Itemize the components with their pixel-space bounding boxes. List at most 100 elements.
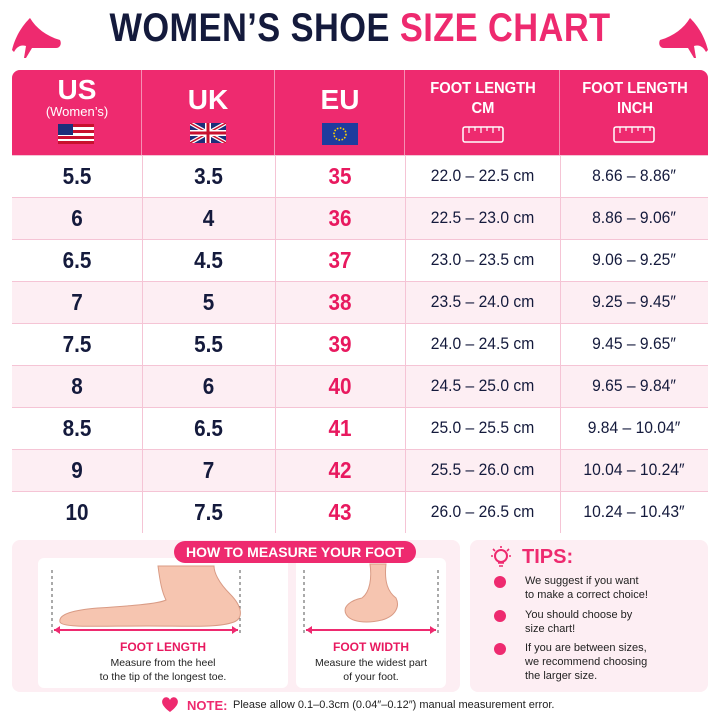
heel-icon [12, 18, 61, 58]
check-icon [494, 643, 506, 655]
table-cell: 25.0 – 25.5 cm [430, 418, 535, 437]
column-divider [405, 239, 406, 281]
table-row [12, 323, 708, 365]
table-row [12, 239, 708, 281]
tip-text: You should choose by [525, 609, 633, 621]
check-icon [494, 610, 506, 622]
column-divider [142, 239, 143, 281]
table-cell: 6.5 [194, 415, 223, 441]
column-divider [142, 155, 143, 197]
column-label: FOOT LENGTH [582, 80, 688, 97]
width-label: FOOT WIDTH [333, 640, 409, 654]
length-desc: Measure from the heel [110, 657, 216, 669]
column-divider [405, 365, 406, 407]
title: WOMEN’S SHOE SIZE CHART [50, 6, 669, 51]
table-cell: 5.5 [194, 331, 223, 357]
column-divider [142, 323, 143, 365]
column-divider [560, 281, 561, 323]
column-divider [405, 491, 406, 533]
column-label: US [57, 74, 97, 105]
table-row [12, 281, 708, 323]
title-main: WOMEN’S SHOE [109, 6, 390, 50]
table-cell: 7 [202, 457, 215, 483]
column-divider [142, 449, 143, 491]
eu-flag [322, 123, 358, 145]
table-cell: 22.0 – 22.5 cm [430, 166, 535, 185]
column-divider [560, 449, 561, 491]
table-cell: 24.5 – 25.0 cm [430, 376, 535, 395]
column-divider [275, 323, 276, 365]
table-cell: 9.45 – 9.65″ [592, 334, 676, 353]
tip-text: to make a correct choice! [525, 589, 648, 601]
table-cell: 24.0 – 24.5 cm [430, 334, 535, 353]
heart-icon [162, 697, 178, 712]
foot-side-drawing [51, 565, 241, 634]
measure-title: HOW TO MEASURE YOUR FOOT [174, 541, 417, 563]
table-cell: 6.5 [62, 247, 92, 273]
table-cell: 8 [71, 373, 83, 399]
note-text: Please allow 0.1–0.3cm (0.04″–0.12″) man… [233, 699, 555, 711]
table-cell: 10.24 – 10.43″ [583, 502, 685, 521]
column-divider [275, 155, 276, 197]
table-cell: 6 [202, 373, 215, 399]
column-divider [560, 323, 561, 365]
note-label: NOTE: [187, 698, 228, 713]
table-cell: 23.0 – 23.5 cm [430, 250, 535, 269]
column-divider [142, 197, 143, 239]
table-cell: 26.0 – 26.5 cm [430, 502, 535, 521]
foot-top-drawing [303, 563, 439, 634]
table-cell: 5.5 [62, 163, 92, 189]
table-cell: 8.5 [62, 415, 92, 441]
table-cell: 7.5 [62, 331, 92, 357]
tip-text: If you are between sizes, [525, 642, 647, 654]
table-cell: 4 [202, 205, 215, 231]
tip-text: we recommend choosing [525, 656, 648, 668]
table-cell: 5 [202, 289, 215, 315]
table-cell: 9.84 – 10.04″ [587, 418, 681, 437]
column-sublabel: INCH [617, 100, 653, 117]
table-cell: 7 [71, 289, 83, 315]
column-divider [560, 155, 561, 197]
uk-flag [190, 123, 226, 143]
table-row [12, 449, 708, 491]
column-divider [142, 365, 143, 407]
width-desc: Measure the widest part [314, 657, 428, 669]
column-divider [405, 323, 406, 365]
column-divider [142, 407, 143, 449]
eu-size: 41 [328, 415, 352, 441]
table-cell: 8.86 – 9.06″ [592, 208, 676, 227]
table-cell: 10.04 – 10.24″ [583, 460, 685, 479]
column-sublabel: (Women’s) [45, 104, 109, 119]
ruler-icon [462, 126, 504, 143]
column-divider [405, 449, 406, 491]
header-cell [560, 70, 708, 155]
tips-title: TIPS: [522, 546, 574, 568]
table-cell: 23.5 – 24.0 cm [430, 292, 535, 311]
table-row [12, 491, 708, 533]
tip-text: size chart! [525, 623, 576, 635]
column-divider [560, 365, 561, 407]
column-divider [560, 239, 561, 281]
table-cell: 10 [65, 499, 89, 525]
column-divider [405, 407, 406, 449]
tip-text: the larger size. [525, 670, 598, 682]
table-row [12, 365, 708, 407]
column-label: EU [320, 84, 360, 115]
us-flag [58, 124, 94, 144]
title-accent: SIZE CHART [399, 6, 611, 50]
eu-size: 38 [328, 289, 352, 315]
length-label: FOOT LENGTH [120, 640, 206, 654]
eu-size: 42 [328, 457, 352, 483]
table-cell: 8.66 – 8.86″ [592, 166, 676, 185]
column-divider [560, 407, 561, 449]
ruler-icon [613, 126, 655, 143]
header-cell [405, 70, 560, 155]
table-row [12, 407, 708, 449]
table-cell: 9.25 – 9.45″ [592, 292, 676, 311]
table-cell: 9 [71, 457, 83, 483]
column-divider [275, 197, 276, 239]
column-divider [142, 281, 143, 323]
width-desc: of your foot. [343, 671, 399, 683]
table-cell: 3.5 [194, 163, 223, 189]
